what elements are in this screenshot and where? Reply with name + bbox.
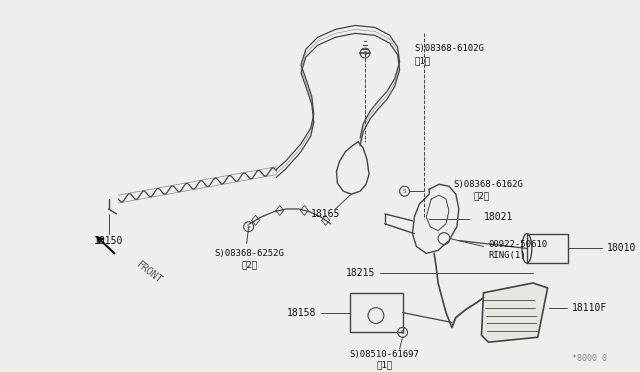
Text: （1）: （1） <box>377 360 393 369</box>
Text: S)08368-6162G: S)08368-6162G <box>454 180 524 189</box>
Polygon shape <box>481 283 548 342</box>
Text: （2）: （2） <box>241 261 258 270</box>
Text: 18021: 18021 <box>483 212 513 222</box>
Bar <box>527 234 568 263</box>
Text: 18158: 18158 <box>286 308 316 318</box>
Text: *8000 0: *8000 0 <box>572 355 607 363</box>
Text: （1）: （1） <box>415 57 431 65</box>
Text: S)08368-6252G: S)08368-6252G <box>214 249 285 258</box>
Text: S: S <box>403 189 406 194</box>
Text: （2）: （2） <box>474 192 490 201</box>
Text: S: S <box>247 224 250 229</box>
Text: 18150: 18150 <box>94 235 124 246</box>
Bar <box>350 293 403 332</box>
Text: FRONT: FRONT <box>135 259 164 285</box>
Text: 18165: 18165 <box>311 209 340 219</box>
Text: S)08510-61697: S)08510-61697 <box>350 350 420 359</box>
Text: 18010: 18010 <box>607 243 636 253</box>
Text: 18215: 18215 <box>346 268 375 278</box>
Text: S)08368-6102G: S)08368-6102G <box>415 44 484 53</box>
Text: S: S <box>363 51 367 55</box>
Text: S: S <box>401 330 404 335</box>
Text: RING(1): RING(1) <box>488 251 526 260</box>
Text: 00922-50610: 00922-50610 <box>488 240 548 249</box>
Text: 18110F: 18110F <box>572 303 607 312</box>
